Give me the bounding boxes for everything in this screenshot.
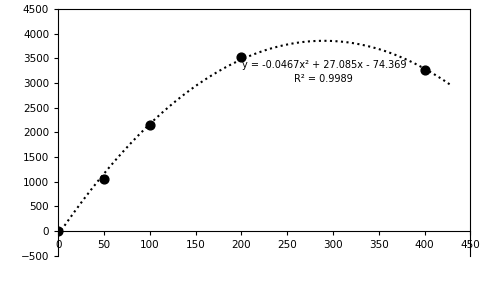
Point — [54, 229, 62, 233]
Point — [146, 123, 153, 127]
Point — [420, 67, 428, 72]
Point — [100, 177, 107, 182]
Point — [237, 55, 245, 60]
Text: y = -0.0467x² + 27.085x - 74.369
R² = 0.9989: y = -0.0467x² + 27.085x - 74.369 R² = 0.… — [241, 60, 405, 84]
